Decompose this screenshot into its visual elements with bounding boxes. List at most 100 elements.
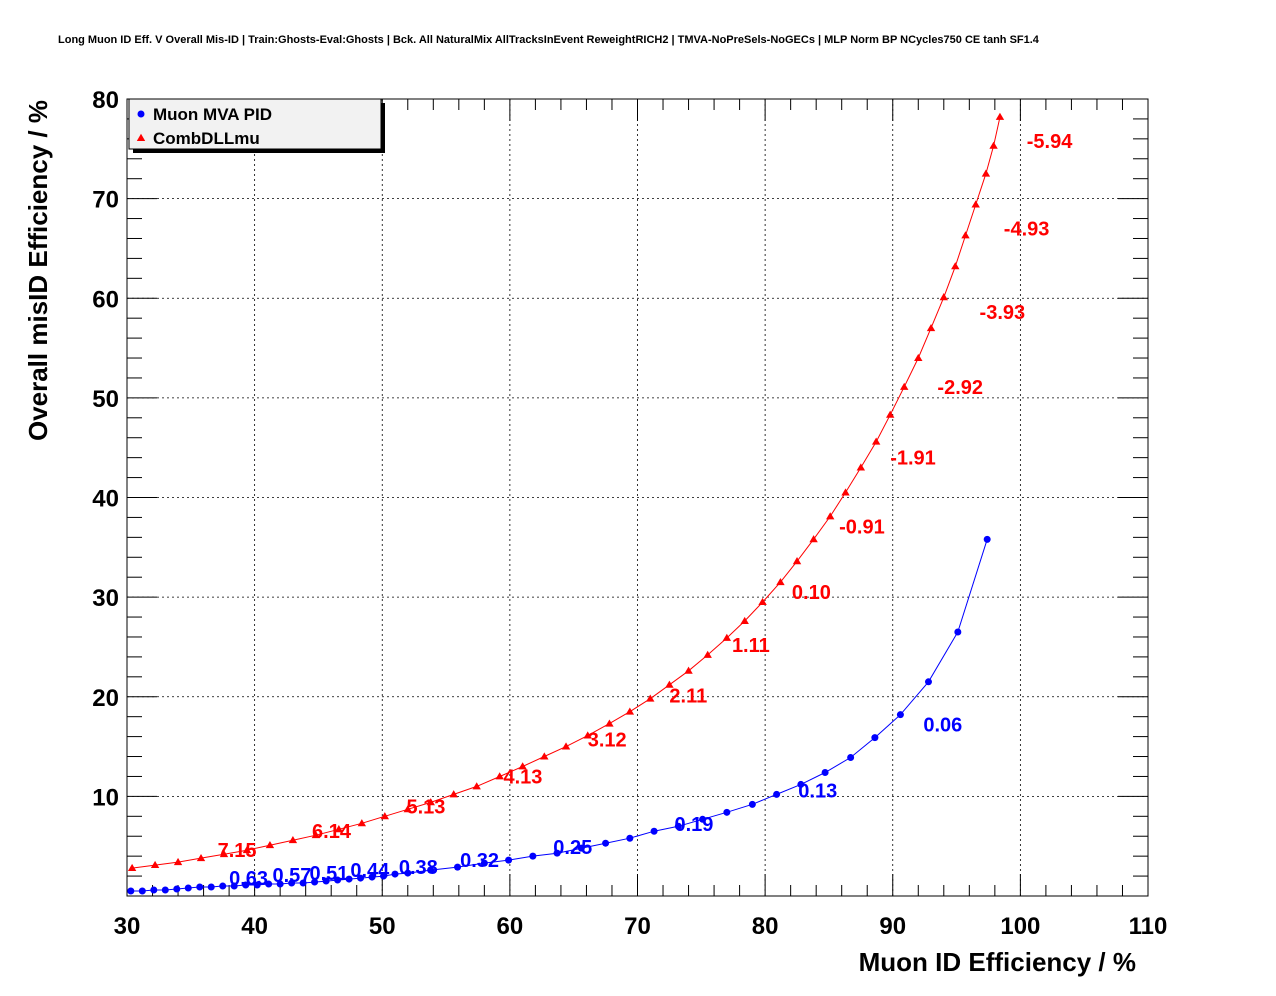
data-point [334, 876, 342, 884]
point-label: 1.11 [732, 635, 770, 657]
y-tick-label: 50 [92, 386, 119, 413]
data-point [871, 437, 881, 445]
x-tick-label: 70 [624, 913, 651, 940]
data-point [449, 790, 458, 798]
point-label: 0.19 [675, 814, 714, 836]
data-point [299, 879, 307, 887]
data-point [311, 878, 319, 886]
point-label: 0.57 [272, 865, 311, 887]
chart-title: Long Muon ID Eff. V Overall Mis-ID | Tra… [58, 34, 1040, 46]
y-tick-label: 70 [92, 187, 119, 214]
data-point [561, 742, 571, 750]
data-point [391, 870, 399, 878]
data-point [723, 808, 731, 816]
data-point [265, 840, 275, 849]
data-point [288, 836, 298, 844]
x-tick-label: 80 [752, 913, 779, 940]
data-point [646, 694, 655, 702]
data-point [184, 884, 192, 892]
y-tick-label: 60 [92, 286, 119, 313]
x-tick-label: 30 [114, 913, 141, 940]
data-point [127, 887, 135, 895]
y-axis-label: Overall misID Efficiency / % [23, 100, 53, 441]
y-tick-label: 40 [92, 486, 119, 513]
grid [127, 99, 1148, 896]
point-label: 0.25 [553, 837, 592, 859]
data-point [674, 822, 682, 830]
data-point [758, 597, 767, 606]
point-label: 0.32 [460, 850, 499, 872]
data-point [885, 410, 895, 418]
data-point [583, 731, 592, 739]
data-point [207, 883, 215, 891]
data-point [426, 798, 435, 806]
x-axis-label: Muon ID Efficiency / % [859, 947, 1136, 977]
legend-box [128, 98, 382, 150]
legend-label: Muon MVA PID [153, 105, 272, 124]
data-point [230, 882, 238, 890]
data-point [776, 577, 785, 586]
data-point [529, 852, 537, 860]
data-point [954, 628, 962, 636]
data-point [357, 874, 365, 882]
data-point [896, 711, 904, 719]
data-point [951, 262, 960, 270]
data-point [577, 844, 585, 852]
point-label: 6.14 [312, 821, 352, 843]
data-point [740, 616, 749, 624]
series-muon-mva-pid [127, 535, 991, 895]
series-line [132, 116, 1001, 869]
data-point [242, 881, 250, 889]
point-label: 2.11 [669, 686, 707, 708]
data-point [161, 886, 169, 894]
tick-labels: 30 40 50 60 70 80 90 100 110 10 20 30 40 50 60 70 80 [92, 87, 1167, 940]
data-point [821, 768, 829, 776]
data-point [847, 754, 855, 762]
legend-label: CombDLLmu [153, 129, 260, 148]
data-point [150, 860, 160, 869]
data-point [605, 719, 614, 727]
data-point [196, 883, 204, 891]
legend: Muon MVA PID CombDLLmu [128, 98, 385, 153]
data-point [961, 231, 970, 239]
data-point [138, 887, 146, 895]
legend-marker [137, 110, 145, 118]
data-point [480, 859, 488, 867]
data-point [288, 879, 296, 887]
data-point [748, 800, 756, 808]
data-point [926, 323, 936, 332]
point-label: 4.13 [503, 766, 542, 788]
y-tick-label: 10 [92, 784, 119, 811]
data-point [722, 633, 732, 641]
data-point [322, 877, 330, 885]
data-point [971, 200, 980, 208]
data-point [900, 382, 909, 390]
data-point [914, 353, 923, 361]
data-point [841, 488, 850, 496]
data-point [602, 839, 610, 847]
point-label: 0.51 [310, 863, 349, 885]
point-label: 5.13 [406, 796, 445, 818]
data-point [518, 762, 527, 770]
data-point [276, 880, 284, 888]
data-point [380, 872, 388, 880]
data-point [939, 293, 948, 301]
data-point [625, 707, 635, 715]
data-point [684, 666, 693, 674]
data-point [792, 557, 802, 565]
point-label: -1.91 [890, 448, 936, 470]
y-tick-label: 30 [92, 585, 119, 612]
data-point [540, 752, 549, 760]
data-point [871, 734, 879, 742]
point-label: 0.63 [229, 868, 268, 890]
point-label: -4.93 [1004, 218, 1050, 240]
data-point [989, 141, 998, 149]
data-point [173, 885, 181, 893]
x-tick-label: 40 [241, 913, 268, 940]
point-label: -5.94 [1027, 131, 1073, 153]
data-point [924, 678, 932, 686]
point-label: 0.38 [399, 857, 438, 879]
data-point [345, 875, 353, 883]
x-tick-label: 50 [369, 913, 396, 940]
data-point [368, 873, 376, 881]
